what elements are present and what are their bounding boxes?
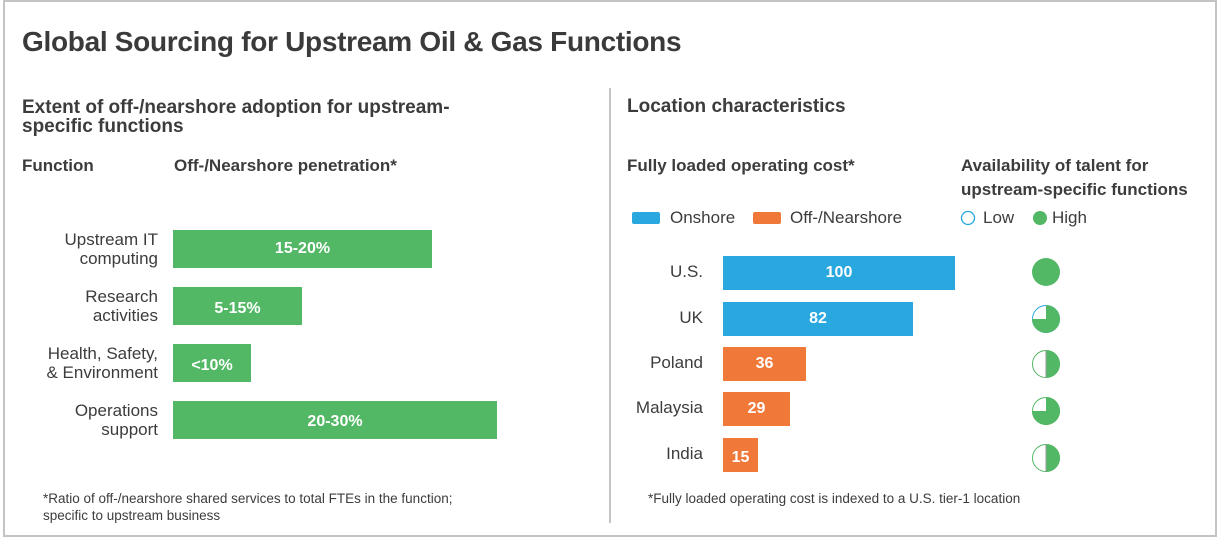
left-footnote: *Ratio of off-/nearshore shared services… xyxy=(43,490,452,524)
cost-column-header: Fully loaded operating cost* xyxy=(627,156,855,175)
talent-column-header: Availability of talent for upstream-spec… xyxy=(961,154,1188,202)
talent-three-quarter-icon xyxy=(1032,397,1060,425)
function-label-line1: Upstream IT xyxy=(64,230,158,249)
function-label: Health, Safety, & Environment xyxy=(22,344,159,382)
left-footnote-line1: *Ratio of off-/nearshore shared services… xyxy=(43,491,453,506)
onshore-legend-label: Onshore xyxy=(670,208,736,227)
function-label: Research activities xyxy=(22,287,158,325)
function-label-line2: computing xyxy=(79,249,158,268)
bar-value-label: 100 xyxy=(825,264,853,281)
low-availability-legend-icon xyxy=(960,210,976,226)
cost-bar-poland: 36 xyxy=(723,347,806,381)
penetration-bar-operations: 20-30% xyxy=(173,401,497,439)
talent-three-quarter-icon xyxy=(1032,305,1060,333)
function-label-line2: support xyxy=(101,420,158,439)
high-legend-label: High xyxy=(1052,208,1087,227)
offshore-legend-label: Off-/Nearshore xyxy=(790,208,903,227)
penetration-bar-upstream-it: 15-20% xyxy=(173,230,432,268)
panel-divider xyxy=(609,88,611,523)
bar-value-label: 36 xyxy=(755,355,774,372)
left-footnote-line2: specific to upstream business xyxy=(43,508,221,523)
function-label-line1: Research xyxy=(85,287,158,306)
location-label: Malaysia xyxy=(635,398,703,417)
function-label-line2: & Environment xyxy=(46,363,159,382)
chart-frame xyxy=(3,0,1217,537)
left-section-title: Extent of off-/nearshore adoption for up… xyxy=(22,98,450,136)
location-label: UK xyxy=(679,308,703,327)
bar-value-label: 15 xyxy=(731,449,750,466)
bar-value-label: 5-15% xyxy=(214,300,261,317)
right-section-title: Location characteristics xyxy=(627,96,846,117)
offshore-legend-swatch xyxy=(753,212,781,224)
talent-header-line2: upstream-specific functions xyxy=(961,180,1188,199)
left-section-title-line1: Extent of off-/nearshore adoption for up… xyxy=(22,97,450,118)
left-section-title-line2: specific functions xyxy=(22,116,184,137)
location-label: Poland xyxy=(650,353,703,372)
cost-bar-uk: 82 xyxy=(723,302,913,336)
penetration-bar-hse: <10% xyxy=(173,344,251,382)
bar-value-label: <10% xyxy=(191,357,233,374)
function-label: Operations support xyxy=(22,401,158,439)
cost-bar-us: 100 xyxy=(723,256,955,290)
function-column-header: Function xyxy=(22,156,94,175)
bar-value-label: 15-20% xyxy=(274,240,331,257)
talent-header-line1: Availability of talent for xyxy=(961,156,1149,175)
talent-full-icon xyxy=(1032,258,1060,286)
bar-value-label: 82 xyxy=(809,310,827,327)
location-label: U.S. xyxy=(669,262,703,281)
talent-half-icon xyxy=(1032,350,1060,378)
talent-half-icon xyxy=(1032,444,1060,472)
high-availability-legend-icon xyxy=(1033,211,1047,225)
low-legend-label: Low xyxy=(983,208,1015,227)
onshore-legend-swatch xyxy=(632,212,660,224)
page-title: Global Sourcing for Upstream Oil & Gas F… xyxy=(22,26,682,57)
cost-bar-malaysia: 29 xyxy=(723,392,790,426)
bar-value-label: 29 xyxy=(747,400,766,417)
cost-bar-india: 15 xyxy=(723,438,758,472)
function-label: Upstream IT computing xyxy=(22,230,158,268)
penetration-column-header: Off-/Nearshore penetration* xyxy=(174,156,397,175)
bar-value-label: 20-30% xyxy=(307,413,363,430)
function-label-line1: Operations xyxy=(74,401,158,420)
penetration-bar-research: 5-15% xyxy=(173,287,302,325)
function-label-line1: Health, Safety, xyxy=(47,344,158,363)
function-label-line2: activities xyxy=(92,306,158,325)
right-footnote: *Fully loaded operating cost is indexed … xyxy=(648,491,1021,506)
location-label: India xyxy=(666,444,703,463)
